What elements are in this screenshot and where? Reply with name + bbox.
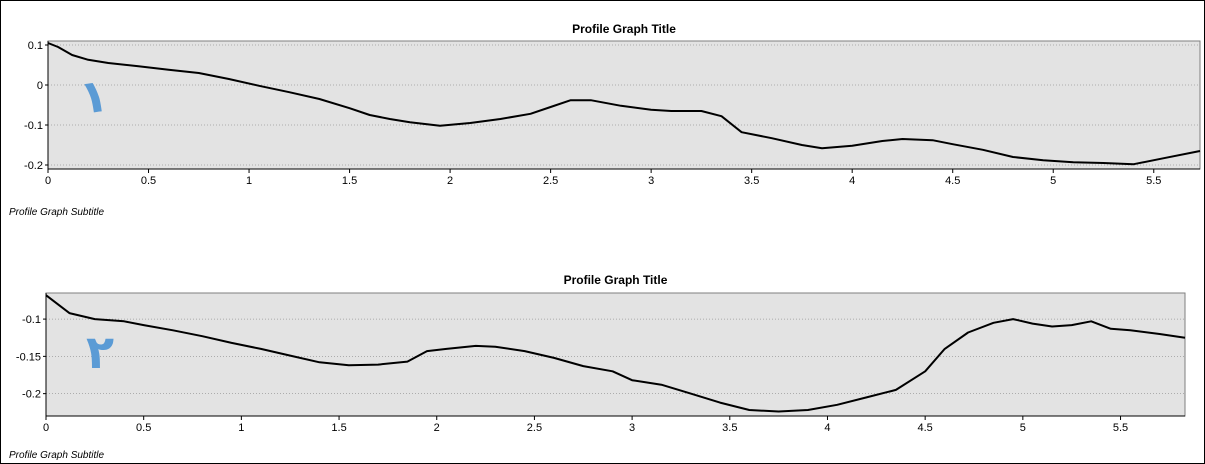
y-tick-label: 0 [37, 80, 43, 92]
x-tick-label: 0 [45, 175, 51, 187]
x-tick-label: 3.5 [722, 422, 737, 434]
chart-subtitle: Profile Graph Subtitle [9, 450, 104, 461]
annotation-numeral: ٢ [86, 325, 114, 379]
x-tick-label: 1 [246, 175, 252, 187]
x-tick-label: 4 [824, 422, 830, 434]
profile-chart-2: Profile Graph Title -0.1 -0.15 -0.2 0 0.5 1 1.5… [9, 273, 1186, 461]
x-tick-label: 3 [648, 175, 654, 187]
x-tick-label: 1.5 [331, 422, 346, 434]
x-tick-label: 5 [1020, 422, 1026, 434]
x-tick-label: 5.5 [1113, 422, 1128, 434]
x-tick-label: 3 [629, 422, 635, 434]
plot-area [47, 40, 1201, 170]
plot-area [45, 292, 1186, 417]
y-tick-label: 0.1 [28, 40, 43, 52]
y-tick-label: -0.2 [24, 160, 43, 172]
y-tick-label: -0.2 [22, 389, 41, 401]
profile-line-series-1 [47, 42, 1201, 166]
profile-line-series-1 [45, 294, 1186, 413]
x-tick-label: 5 [1050, 175, 1056, 187]
x-tick-label: 1.5 [342, 175, 357, 187]
x-tick-label: 0.5 [141, 175, 156, 187]
x-tick-label: 2.5 [543, 175, 558, 187]
chart-subtitle: Profile Graph Subtitle [9, 207, 104, 218]
x-tick-label: 5.5 [1146, 175, 1161, 187]
x-tick-label: 4.5 [945, 175, 960, 187]
y-tick-label: -0.1 [24, 120, 43, 132]
chart-title: Profile Graph Title [564, 273, 668, 287]
x-tick-label: 0.5 [136, 422, 151, 434]
x-tick-label: 2.5 [527, 422, 542, 434]
x-tick-label: 2 [434, 422, 440, 434]
x-tick-label: 3.5 [744, 175, 759, 187]
chart-title: Profile Graph Title [572, 22, 676, 36]
x-tick-label: 1 [238, 422, 244, 434]
x-tick-label: 4 [849, 175, 855, 187]
x-tick-label: 4.5 [918, 422, 933, 434]
y-tick-label: -0.15 [16, 351, 41, 363]
y-tick-label: -0.1 [22, 314, 41, 326]
x-tick-label: 2 [447, 175, 453, 187]
x-tick-label: 0 [43, 422, 49, 434]
